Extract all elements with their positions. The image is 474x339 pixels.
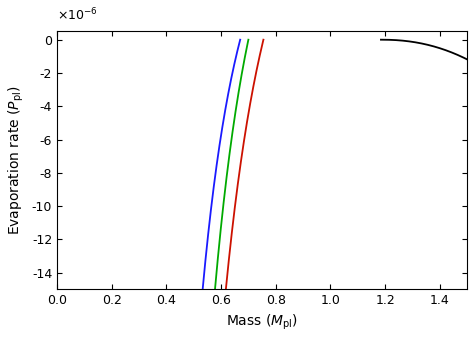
X-axis label: Mass ($M_\mathrm{pl}$): Mass ($M_\mathrm{pl}$) bbox=[226, 313, 298, 332]
Y-axis label: Evaporation rate ($P_\mathrm{pl}$): Evaporation rate ($P_\mathrm{pl}$) bbox=[7, 85, 26, 235]
Text: $\times10^{-6}$: $\times10^{-6}$ bbox=[57, 7, 98, 24]
